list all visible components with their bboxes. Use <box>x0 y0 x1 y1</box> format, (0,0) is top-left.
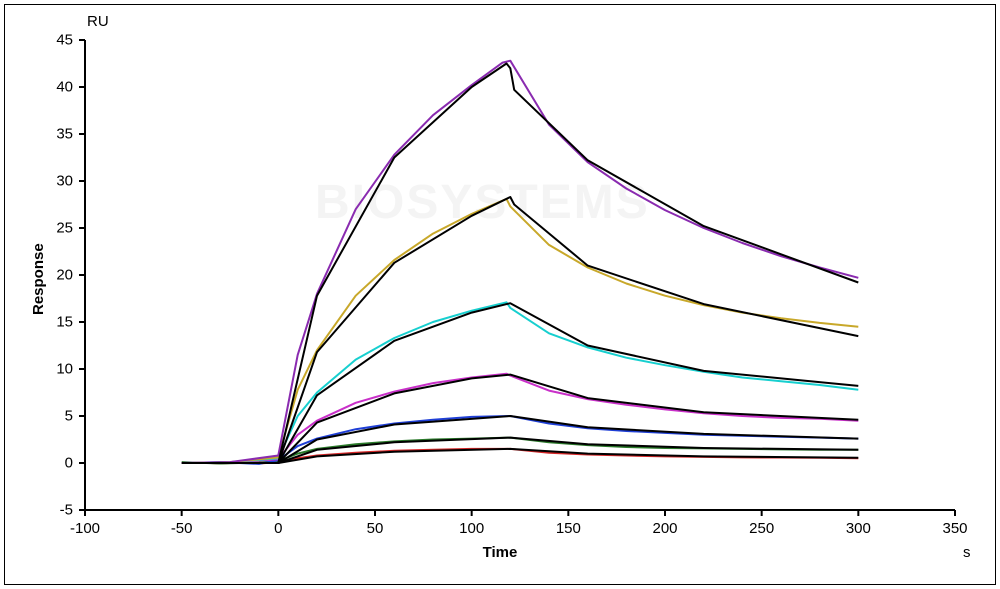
x-tick-label: 350 <box>942 520 967 537</box>
sensorgram-plot <box>5 5 985 540</box>
y-tick-label: 0 <box>65 455 73 472</box>
x-tick-label: -50 <box>171 520 193 537</box>
x-tick-label: 300 <box>846 520 871 537</box>
x-tick-label: 200 <box>652 520 677 537</box>
y-tick-label: 10 <box>56 361 73 378</box>
y-tick-label: 20 <box>56 267 73 284</box>
y-tick-label: 35 <box>56 126 73 143</box>
x-tick-label: 100 <box>459 520 484 537</box>
y-tick-label: 15 <box>56 314 73 331</box>
outer-frame: BIOSYSTEMS RU -5051015202530354045 -100-… <box>4 4 996 585</box>
x-tick-label: 150 <box>556 520 581 537</box>
y-tick-label: 30 <box>56 173 73 190</box>
y-tick-label: 45 <box>56 32 73 49</box>
y-tick-label: 25 <box>56 220 73 237</box>
y-axis-title: Response <box>30 243 47 315</box>
x-tick-label: 250 <box>749 520 774 537</box>
curve-purple <box>182 61 859 463</box>
y-tick-label: -5 <box>60 502 73 519</box>
x-tick-label: 50 <box>367 520 384 537</box>
curve-yellow-fit <box>182 197 859 463</box>
x-tick-label: -100 <box>70 520 100 537</box>
y-tick-label: 5 <box>65 408 73 425</box>
y-tick-label: 40 <box>56 79 73 96</box>
seconds-unit-label: s <box>963 544 971 561</box>
curve-purple-fit <box>182 64 859 464</box>
x-axis-title: Time <box>483 544 518 561</box>
x-tick-label: 0 <box>274 520 282 537</box>
curve-yellow <box>182 199 859 463</box>
